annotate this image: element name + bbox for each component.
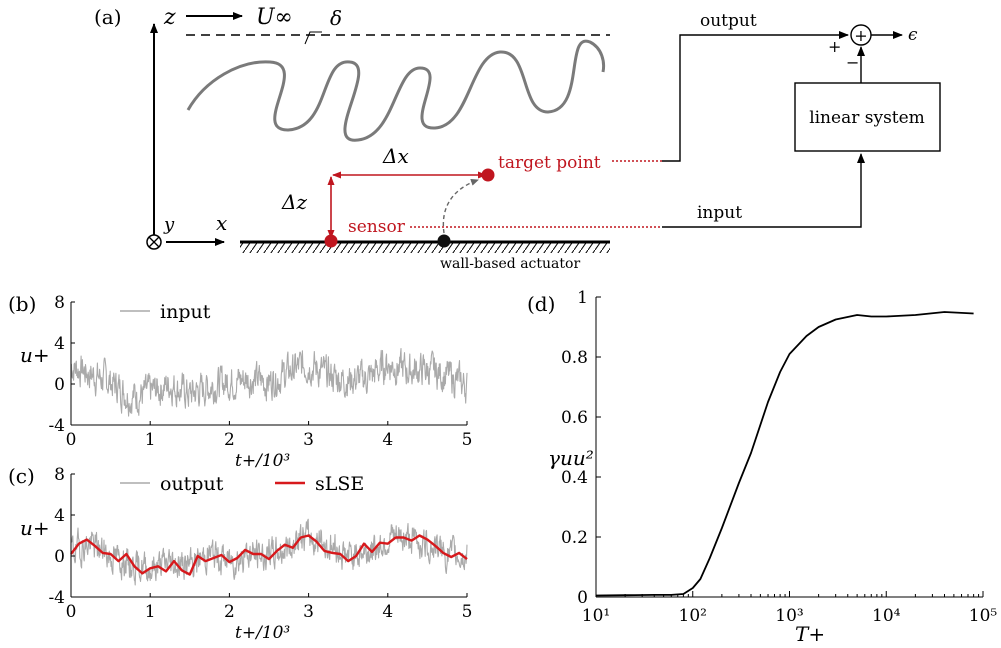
actuator-point bbox=[437, 234, 451, 248]
x-tick-label: 10³ bbox=[775, 606, 803, 626]
y-tick-label: 1 bbox=[577, 288, 588, 308]
epsilon-label: ϵ bbox=[908, 25, 918, 45]
x-tick-label: 4 bbox=[382, 602, 393, 622]
chart-d-ylabel: γuu² bbox=[548, 446, 594, 470]
linear-system-box bbox=[794, 82, 941, 152]
series-line-input bbox=[70, 348, 468, 417]
y-tick-label: 4 bbox=[54, 334, 65, 354]
chart-c-xlabel: t+/10³ bbox=[235, 623, 290, 643]
x-tick-label: 1 bbox=[145, 602, 156, 622]
y-axis-into-page-icon bbox=[146, 234, 162, 250]
x-axis-label: x bbox=[216, 211, 227, 235]
target-point-label: target point bbox=[498, 153, 601, 173]
plus-sign: + bbox=[828, 37, 841, 56]
chart-panel-d: (d) γuu² 10¹ 10² 10³ 10⁴ 10⁵ 0 0.2 0.4 0.6 0.8 1 T… bbox=[527, 288, 997, 646]
x-tick-label: 3 bbox=[303, 602, 314, 622]
chart-b-xlabel: t+/10³ bbox=[235, 451, 290, 471]
panel-label-d: (d) bbox=[527, 292, 555, 316]
legend-label-output: output bbox=[160, 473, 224, 495]
y-tick-label: 0.8 bbox=[561, 348, 588, 368]
summation-symbol: + bbox=[854, 26, 867, 45]
dz-label: Δz bbox=[281, 190, 307, 214]
y-tick-label: 0 bbox=[54, 547, 65, 567]
y-tick-label: 0 bbox=[577, 588, 588, 608]
x-tick-label: 2 bbox=[224, 430, 235, 450]
target-point bbox=[481, 168, 495, 182]
freestream-label: U∞ bbox=[256, 5, 293, 30]
y-tick-label: 4 bbox=[54, 506, 65, 526]
x-tick-label: 10⁵ bbox=[969, 606, 998, 626]
y-tick-label: 8 bbox=[54, 293, 65, 313]
y-tick-label: 0.4 bbox=[561, 468, 588, 488]
x-tick-label: 10¹ bbox=[582, 606, 610, 626]
sensor-point bbox=[324, 234, 338, 248]
y-tick-label: -4 bbox=[48, 588, 65, 608]
legend-label-sLSE: sLSE bbox=[315, 473, 364, 495]
y-tick-label: -4 bbox=[48, 416, 65, 436]
y-axis-label: y bbox=[163, 214, 175, 235]
panel-label-b: (b) bbox=[8, 292, 36, 316]
x-tick-label: 0 bbox=[66, 602, 77, 622]
chart-b-ylabel: u+ bbox=[20, 343, 50, 367]
delta-label: δ bbox=[330, 6, 342, 30]
x-tick-label: 5 bbox=[462, 430, 473, 450]
minus-sign: − bbox=[846, 53, 859, 72]
dx-label: Δx bbox=[382, 144, 409, 168]
chart-d-axes: 10¹ 10² 10³ 10⁴ 10⁵ 0 0.2 0.4 0.6 0.8 1 bbox=[561, 288, 997, 626]
series-line-output bbox=[70, 518, 468, 586]
panel-label-a: (a) bbox=[94, 5, 122, 29]
output-line bbox=[662, 31, 849, 162]
x-tick-label: 10² bbox=[679, 606, 707, 626]
x-tick-label: 0 bbox=[66, 430, 77, 450]
turbulent-interface-curve bbox=[186, 39, 606, 142]
z-axis-label: z bbox=[163, 5, 176, 30]
y-tick-label: 0.6 bbox=[561, 408, 588, 428]
y-tick-label: 0.2 bbox=[561, 528, 588, 548]
x-tick-label: 1 bbox=[145, 430, 156, 450]
x-tick-label: 5 bbox=[462, 602, 473, 622]
y-tick-label: 0 bbox=[54, 375, 65, 395]
x-tick-label: 4 bbox=[382, 430, 393, 450]
actuator-label: wall-based actuator bbox=[440, 256, 580, 272]
sensor-label: sensor bbox=[348, 217, 406, 237]
panel-label-c: (c) bbox=[8, 464, 35, 488]
input-label: input bbox=[697, 203, 742, 223]
actuation-path-arrow bbox=[442, 178, 479, 234]
legend-label-input: input bbox=[160, 301, 211, 323]
x-tick-label: 10⁴ bbox=[872, 606, 901, 626]
chart-c-ylabel: u+ bbox=[20, 516, 50, 540]
x-tick-label: 3 bbox=[303, 430, 314, 450]
series-line-sLSE bbox=[70, 534, 468, 576]
chart-d-xlabel: T+ bbox=[795, 622, 825, 646]
schematic-panel: (a) z y x U∞ δ Δx Δz bbox=[94, 5, 941, 272]
linear-system-label: linear system bbox=[809, 108, 925, 128]
wall-hatching bbox=[240, 243, 610, 253]
input-line bbox=[662, 153, 865, 228]
coherence-curve bbox=[595, 311, 974, 597]
x-tick-label: 2 bbox=[224, 602, 235, 622]
output-label: output bbox=[700, 11, 757, 31]
y-tick-label: 8 bbox=[54, 465, 65, 485]
delta-pointer bbox=[304, 31, 322, 45]
